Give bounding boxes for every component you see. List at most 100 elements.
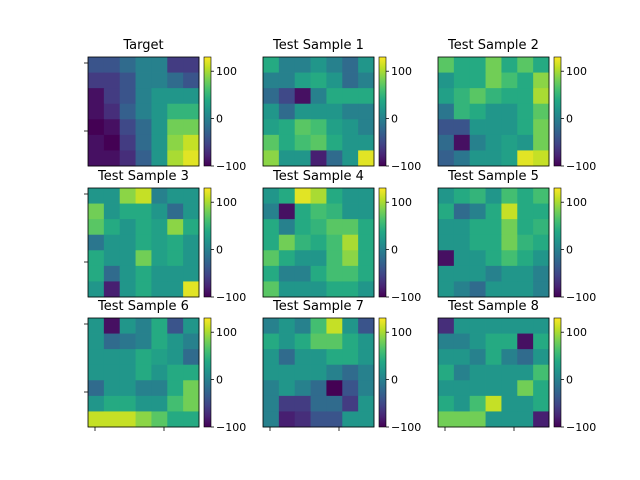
heatmap-cell — [119, 119, 136, 136]
heatmap-cell — [453, 88, 471, 105]
heatmap-cell — [135, 188, 152, 204]
heatmap-cell — [438, 318, 455, 334]
heatmap-cell — [88, 281, 105, 298]
heatmap-cell — [469, 318, 486, 334]
colorbar-tick-label: −100 — [216, 160, 246, 173]
heatmap-cell — [358, 88, 375, 105]
heatmap-cell — [469, 188, 486, 204]
heatmap-cell — [294, 150, 311, 167]
heatmap-cell — [533, 380, 550, 397]
heatmap-cell — [342, 380, 359, 397]
heatmap-cell — [453, 57, 471, 73]
heatmap-cell — [119, 333, 136, 350]
heatmap-cell — [294, 349, 311, 366]
heatmap-cell — [358, 411, 375, 428]
heatmap-cell — [358, 188, 375, 204]
heatmap-cell — [103, 119, 121, 136]
heatmap-cell — [278, 234, 296, 251]
heatmap-cell — [263, 281, 280, 298]
heatmap-cell — [438, 364, 455, 381]
heatmap-cell — [485, 203, 502, 220]
colorbar — [378, 56, 387, 167]
colorbar-tick-label: 100 — [391, 65, 412, 78]
colorbar-tick-label: −100 — [391, 421, 421, 434]
axes-frame — [87, 317, 200, 428]
heatmap-cell — [358, 219, 375, 236]
heatmap-cell — [310, 219, 327, 236]
heatmap-cell — [263, 349, 280, 366]
heatmap-cell — [119, 349, 136, 366]
heatmap-cell — [151, 134, 168, 151]
heatmap-cell — [517, 411, 534, 428]
heatmap-cell — [533, 411, 550, 428]
heatmap-cell — [263, 119, 280, 136]
heatmap-cell — [358, 333, 375, 350]
heatmap-cell — [469, 265, 486, 282]
heatmap-cell — [310, 57, 327, 73]
heatmap-cell — [183, 219, 200, 236]
colorbar — [553, 187, 562, 298]
heatmap-cell — [167, 72, 184, 89]
heatmap-cell — [278, 88, 296, 105]
heatmap-cell — [469, 57, 486, 73]
heatmap-cell — [517, 150, 534, 167]
panel-title: Test Sample 8 — [447, 299, 539, 314]
heatmap-cell — [183, 411, 200, 428]
axes-frame — [87, 187, 200, 298]
heatmap-cell — [469, 250, 486, 267]
heatmap-cell — [294, 395, 311, 412]
heatmap-cell — [103, 281, 121, 298]
colorbar-tick-label: 100 — [216, 326, 237, 339]
heatmap-cell — [342, 134, 359, 151]
heatmap-cell — [501, 72, 518, 89]
colorbar — [203, 56, 212, 167]
heatmap-cell — [485, 395, 502, 412]
heatmap-cell — [469, 364, 486, 381]
heatmap-cell — [263, 318, 280, 334]
heatmap-cell — [358, 281, 375, 298]
heatmap-cell — [342, 349, 359, 366]
heatmap-cell — [119, 281, 136, 298]
heatmap-cell — [501, 265, 518, 282]
heatmap-cell — [278, 364, 296, 381]
heatmap-cell — [167, 103, 184, 120]
heatmap-cell — [501, 411, 518, 428]
heatmap-cell — [501, 349, 518, 366]
heatmap-cell — [183, 281, 200, 298]
heatmap-cell — [533, 234, 550, 251]
heatmap-cell — [326, 88, 343, 105]
heatmap-cell — [263, 265, 280, 282]
heatmap-cell — [453, 134, 471, 151]
heatmap-cell — [88, 265, 105, 282]
heatmap-cell — [453, 281, 471, 298]
heatmap-cell — [151, 265, 168, 282]
heatmap-cell — [310, 88, 327, 105]
heatmap-cell — [119, 250, 136, 267]
heatmap-cell — [326, 134, 343, 151]
heatmap-cell — [533, 203, 550, 220]
heatmap-cell — [88, 349, 105, 366]
heatmap-cell — [438, 72, 455, 89]
heatmap-cell — [358, 395, 375, 412]
heatmap-cell — [278, 134, 296, 151]
heatmap-cell — [135, 150, 152, 167]
heatmap-cell — [103, 333, 121, 350]
heatmap-cell — [469, 234, 486, 251]
heatmap-cell — [167, 203, 184, 220]
heatmap-cell — [485, 281, 502, 298]
heatmap-cell — [517, 318, 534, 334]
heatmap-cell — [263, 250, 280, 267]
heatmap-cell — [438, 219, 455, 236]
heatmap-cell — [151, 234, 168, 251]
axes-frame — [262, 56, 375, 167]
axes-frame — [262, 187, 375, 298]
heatmap-cell — [533, 333, 550, 350]
heatmap-cell — [151, 88, 168, 105]
heatmap-cell — [278, 57, 296, 73]
heatmap-cell — [485, 134, 502, 151]
heatmap-cell — [103, 234, 121, 251]
heatmap-cell — [438, 395, 455, 412]
heatmap-cell — [501, 119, 518, 136]
heatmap-cell — [453, 250, 471, 267]
heatmap-cell — [167, 188, 184, 204]
